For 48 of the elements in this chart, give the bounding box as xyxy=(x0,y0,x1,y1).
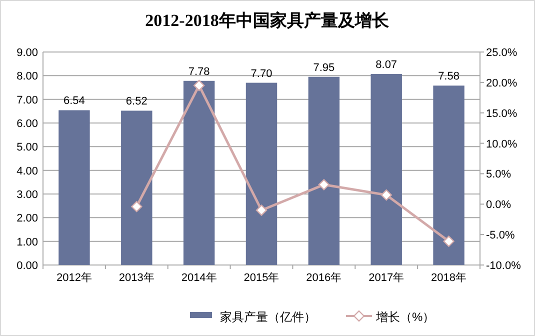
x-tick-label: 2018年 xyxy=(431,272,467,284)
x-tick-label: 2017年 xyxy=(368,272,404,284)
y2-tick-label: 15.0% xyxy=(486,108,518,120)
x-tick-label: 2012年 xyxy=(56,272,92,284)
x-tick-label: 2016年 xyxy=(306,272,342,284)
y2-tick-label: 0.0% xyxy=(486,199,512,212)
y2-tick-label: -10.0% xyxy=(486,260,522,272)
bar xyxy=(58,110,90,265)
chart-title: 2012-2018年中国家具产量及增长 xyxy=(145,11,390,30)
data-label: 6.52 xyxy=(126,96,148,108)
point xyxy=(131,200,142,212)
y2-tick-label: 5.0% xyxy=(486,168,512,181)
data-label: 8.07 xyxy=(376,59,398,72)
y2-tick-label: -5.0% xyxy=(486,230,515,242)
y-tick-label: 6.00 xyxy=(16,118,38,130)
point xyxy=(443,236,454,247)
bar xyxy=(370,74,402,265)
y2-tick-label: 10.0% xyxy=(486,138,518,150)
bar xyxy=(183,80,215,265)
y-tick-label: 8.00 xyxy=(16,70,38,83)
point xyxy=(318,179,330,190)
x-tick-label: 2015年 xyxy=(244,272,280,284)
y-tick-label: 9.00 xyxy=(16,47,38,59)
y2-tick-label: 25.0% xyxy=(486,47,518,59)
data-label: 7.58 xyxy=(438,70,460,83)
bar xyxy=(308,76,340,265)
y-tick-label: 7.00 xyxy=(16,94,38,106)
y2-tick-label: 20.0% xyxy=(486,77,518,90)
y-tick-label: 5.00 xyxy=(16,142,38,154)
point xyxy=(256,204,268,216)
bar xyxy=(246,82,278,265)
data-label: 7.78 xyxy=(188,66,210,78)
x-tick-label: 2014年 xyxy=(181,272,217,284)
y-tick-label: 4.00 xyxy=(16,165,38,178)
data-label: 7.95 xyxy=(313,62,335,74)
point xyxy=(193,80,205,92)
x-tick-label: 2013年 xyxy=(118,272,154,284)
legend-label: 增长（%） xyxy=(375,310,435,324)
legend-label: 家具产量（亿件） xyxy=(220,310,316,324)
y-tick-label: 1.00 xyxy=(16,236,38,248)
bar xyxy=(433,86,464,265)
data-label: 7.70 xyxy=(250,68,272,80)
data-label: 6.54 xyxy=(64,95,85,108)
bar xyxy=(121,110,152,265)
y-tick-label: 3.00 xyxy=(16,189,38,201)
y-tick-label: 2.00 xyxy=(16,212,38,225)
y-tick-label: 0.00 xyxy=(16,260,38,272)
point xyxy=(380,189,392,201)
